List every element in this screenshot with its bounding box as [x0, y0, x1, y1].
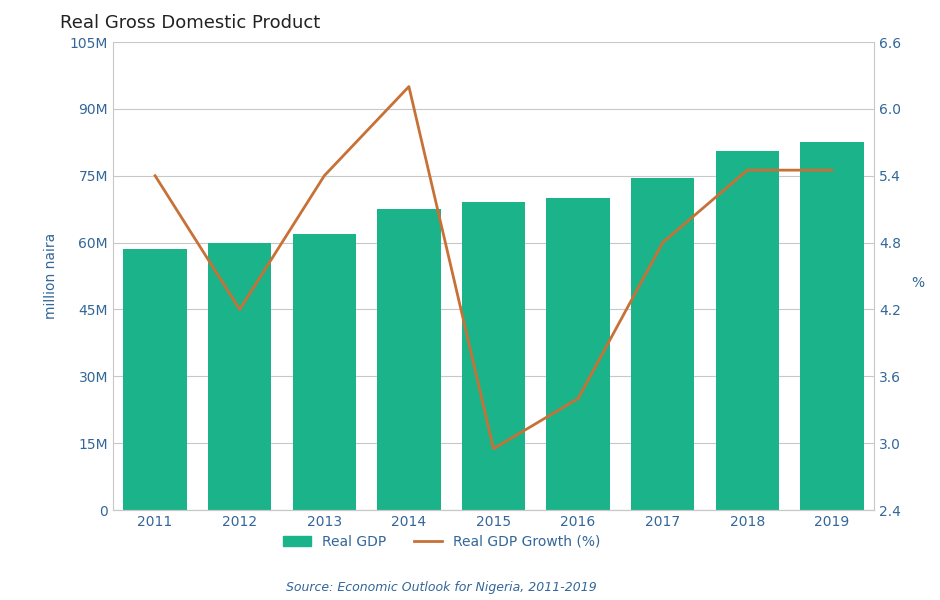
Text: Real Gross Domestic Product: Real Gross Domestic Product	[59, 14, 320, 32]
Bar	[123, 249, 187, 510]
Bar	[546, 198, 610, 510]
Y-axis label: million naira: million naira	[44, 233, 58, 319]
Legend: Real GDP, Real GDP Growth (%): Real GDP, Real GDP Growth (%)	[277, 529, 606, 554]
Bar	[715, 151, 779, 510]
Bar	[800, 142, 864, 510]
Text: Source: Economic Outlook for Nigeria, 2011-2019: Source: Economic Outlook for Nigeria, 20…	[287, 581, 597, 594]
Bar	[292, 233, 356, 510]
Bar	[462, 202, 525, 510]
Bar	[208, 242, 272, 510]
Y-axis label: %: %	[911, 276, 924, 290]
Bar	[631, 178, 695, 510]
Bar	[377, 209, 441, 510]
